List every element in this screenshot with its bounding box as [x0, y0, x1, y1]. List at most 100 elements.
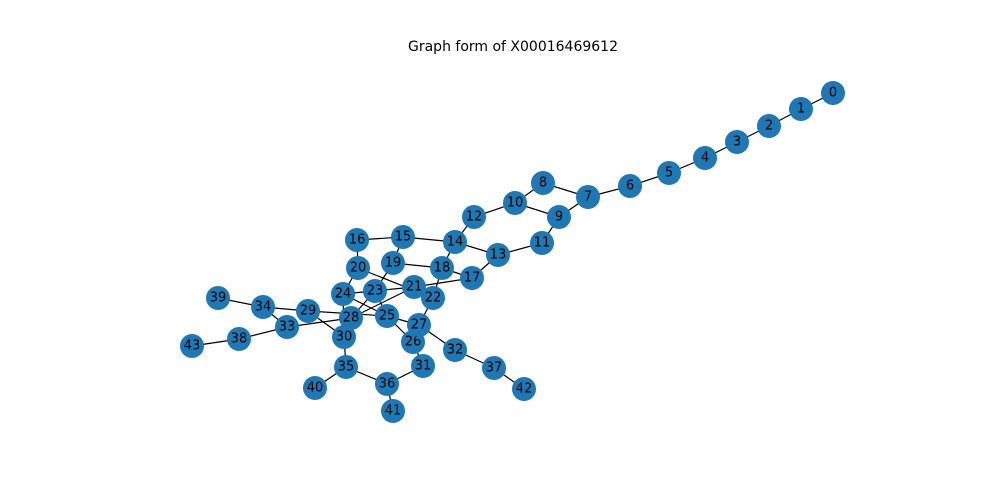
node-circle [547, 205, 571, 229]
node-circle [462, 205, 486, 229]
node-label: 25 [379, 309, 396, 324]
node-label: 34 [255, 300, 272, 315]
node-label: 42 [516, 382, 533, 397]
node-label: 22 [425, 291, 442, 306]
node-label: 5 [665, 166, 673, 181]
node-38: 38 [227, 327, 251, 351]
node-circle [381, 399, 405, 423]
node-circle [180, 334, 204, 358]
node-circle [531, 171, 555, 195]
node-label: 24 [335, 287, 352, 302]
node-label: 40 [307, 381, 324, 396]
node-39: 39 [206, 286, 230, 310]
node-label: 11 [534, 236, 551, 251]
node-34: 34 [251, 295, 275, 319]
node-24: 24 [331, 282, 355, 306]
node-label: 28 [343, 311, 360, 326]
node-22: 22 [421, 286, 445, 310]
node-23: 23 [363, 279, 387, 303]
node-circle [757, 114, 781, 138]
node-0: 0 [821, 81, 845, 105]
node-13: 13 [486, 243, 510, 267]
node-label: 41 [385, 404, 402, 419]
node-circle [375, 372, 399, 396]
node-35: 35 [334, 355, 358, 379]
node-label: 4 [701, 151, 709, 166]
node-label: 17 [464, 271, 481, 286]
node-label: 35 [338, 360, 355, 375]
node-label: 6 [626, 179, 634, 194]
node-label: 15 [395, 230, 412, 245]
node-circle [275, 315, 299, 339]
node-label: 26 [405, 335, 422, 350]
node-8: 8 [531, 171, 555, 195]
node-circle [411, 354, 435, 378]
node-27: 27 [407, 313, 431, 337]
node-label: 43 [184, 339, 201, 354]
node-circle [503, 191, 527, 215]
node-circle [391, 225, 415, 249]
node-circle [402, 275, 426, 299]
node-19: 19 [381, 251, 405, 275]
node-4: 4 [693, 146, 717, 170]
node-circle [303, 376, 327, 400]
node-circle [430, 256, 454, 280]
node-9: 9 [547, 205, 571, 229]
node-25: 25 [375, 304, 399, 328]
node-circle [421, 286, 445, 310]
node-label: 12 [466, 210, 483, 225]
node-20: 20 [346, 256, 370, 280]
node-circle [345, 228, 369, 252]
node-12: 12 [462, 205, 486, 229]
node-2: 2 [757, 114, 781, 138]
node-5: 5 [657, 161, 681, 185]
node-1: 1 [789, 97, 813, 121]
node-label: 31 [415, 359, 432, 374]
node-circle [332, 325, 356, 349]
node-label: 16 [349, 233, 366, 248]
node-11: 11 [530, 231, 554, 255]
node-circle [296, 299, 320, 323]
node-circle [486, 243, 510, 267]
node-circle [530, 231, 554, 255]
node-label: 36 [379, 377, 396, 392]
node-circle [251, 295, 275, 319]
node-42: 42 [512, 377, 536, 401]
node-31: 31 [411, 354, 435, 378]
node-33: 33 [275, 315, 299, 339]
node-layer: 0123456789101112131415161718192021222324… [180, 81, 845, 423]
node-label: 10 [507, 196, 524, 211]
node-circle [443, 338, 467, 362]
node-circle [821, 81, 845, 105]
node-circle [331, 282, 355, 306]
node-7: 7 [576, 185, 600, 209]
node-label: 13 [490, 248, 507, 263]
node-circle [443, 230, 467, 254]
node-circle [482, 356, 506, 380]
node-28: 28 [339, 306, 363, 330]
node-circle [334, 355, 358, 379]
chart-title: Graph form of X00016469612 [408, 39, 618, 55]
node-circle [407, 313, 431, 337]
node-16: 16 [345, 228, 369, 252]
node-label: 7 [584, 190, 592, 205]
node-label: 33 [279, 320, 296, 335]
node-circle [789, 97, 813, 121]
node-41: 41 [381, 399, 405, 423]
node-21: 21 [402, 275, 426, 299]
node-43: 43 [180, 334, 204, 358]
node-10: 10 [503, 191, 527, 215]
node-3: 3 [725, 130, 749, 154]
node-15: 15 [391, 225, 415, 249]
node-label: 30 [336, 330, 353, 345]
node-circle [657, 161, 681, 185]
node-14: 14 [443, 230, 467, 254]
node-label: 32 [447, 343, 464, 358]
node-label: 9 [555, 210, 563, 225]
node-label: 8 [539, 176, 547, 191]
node-label: 39 [210, 291, 227, 306]
node-label: 19 [385, 256, 402, 271]
node-36: 36 [375, 372, 399, 396]
node-37: 37 [482, 356, 506, 380]
